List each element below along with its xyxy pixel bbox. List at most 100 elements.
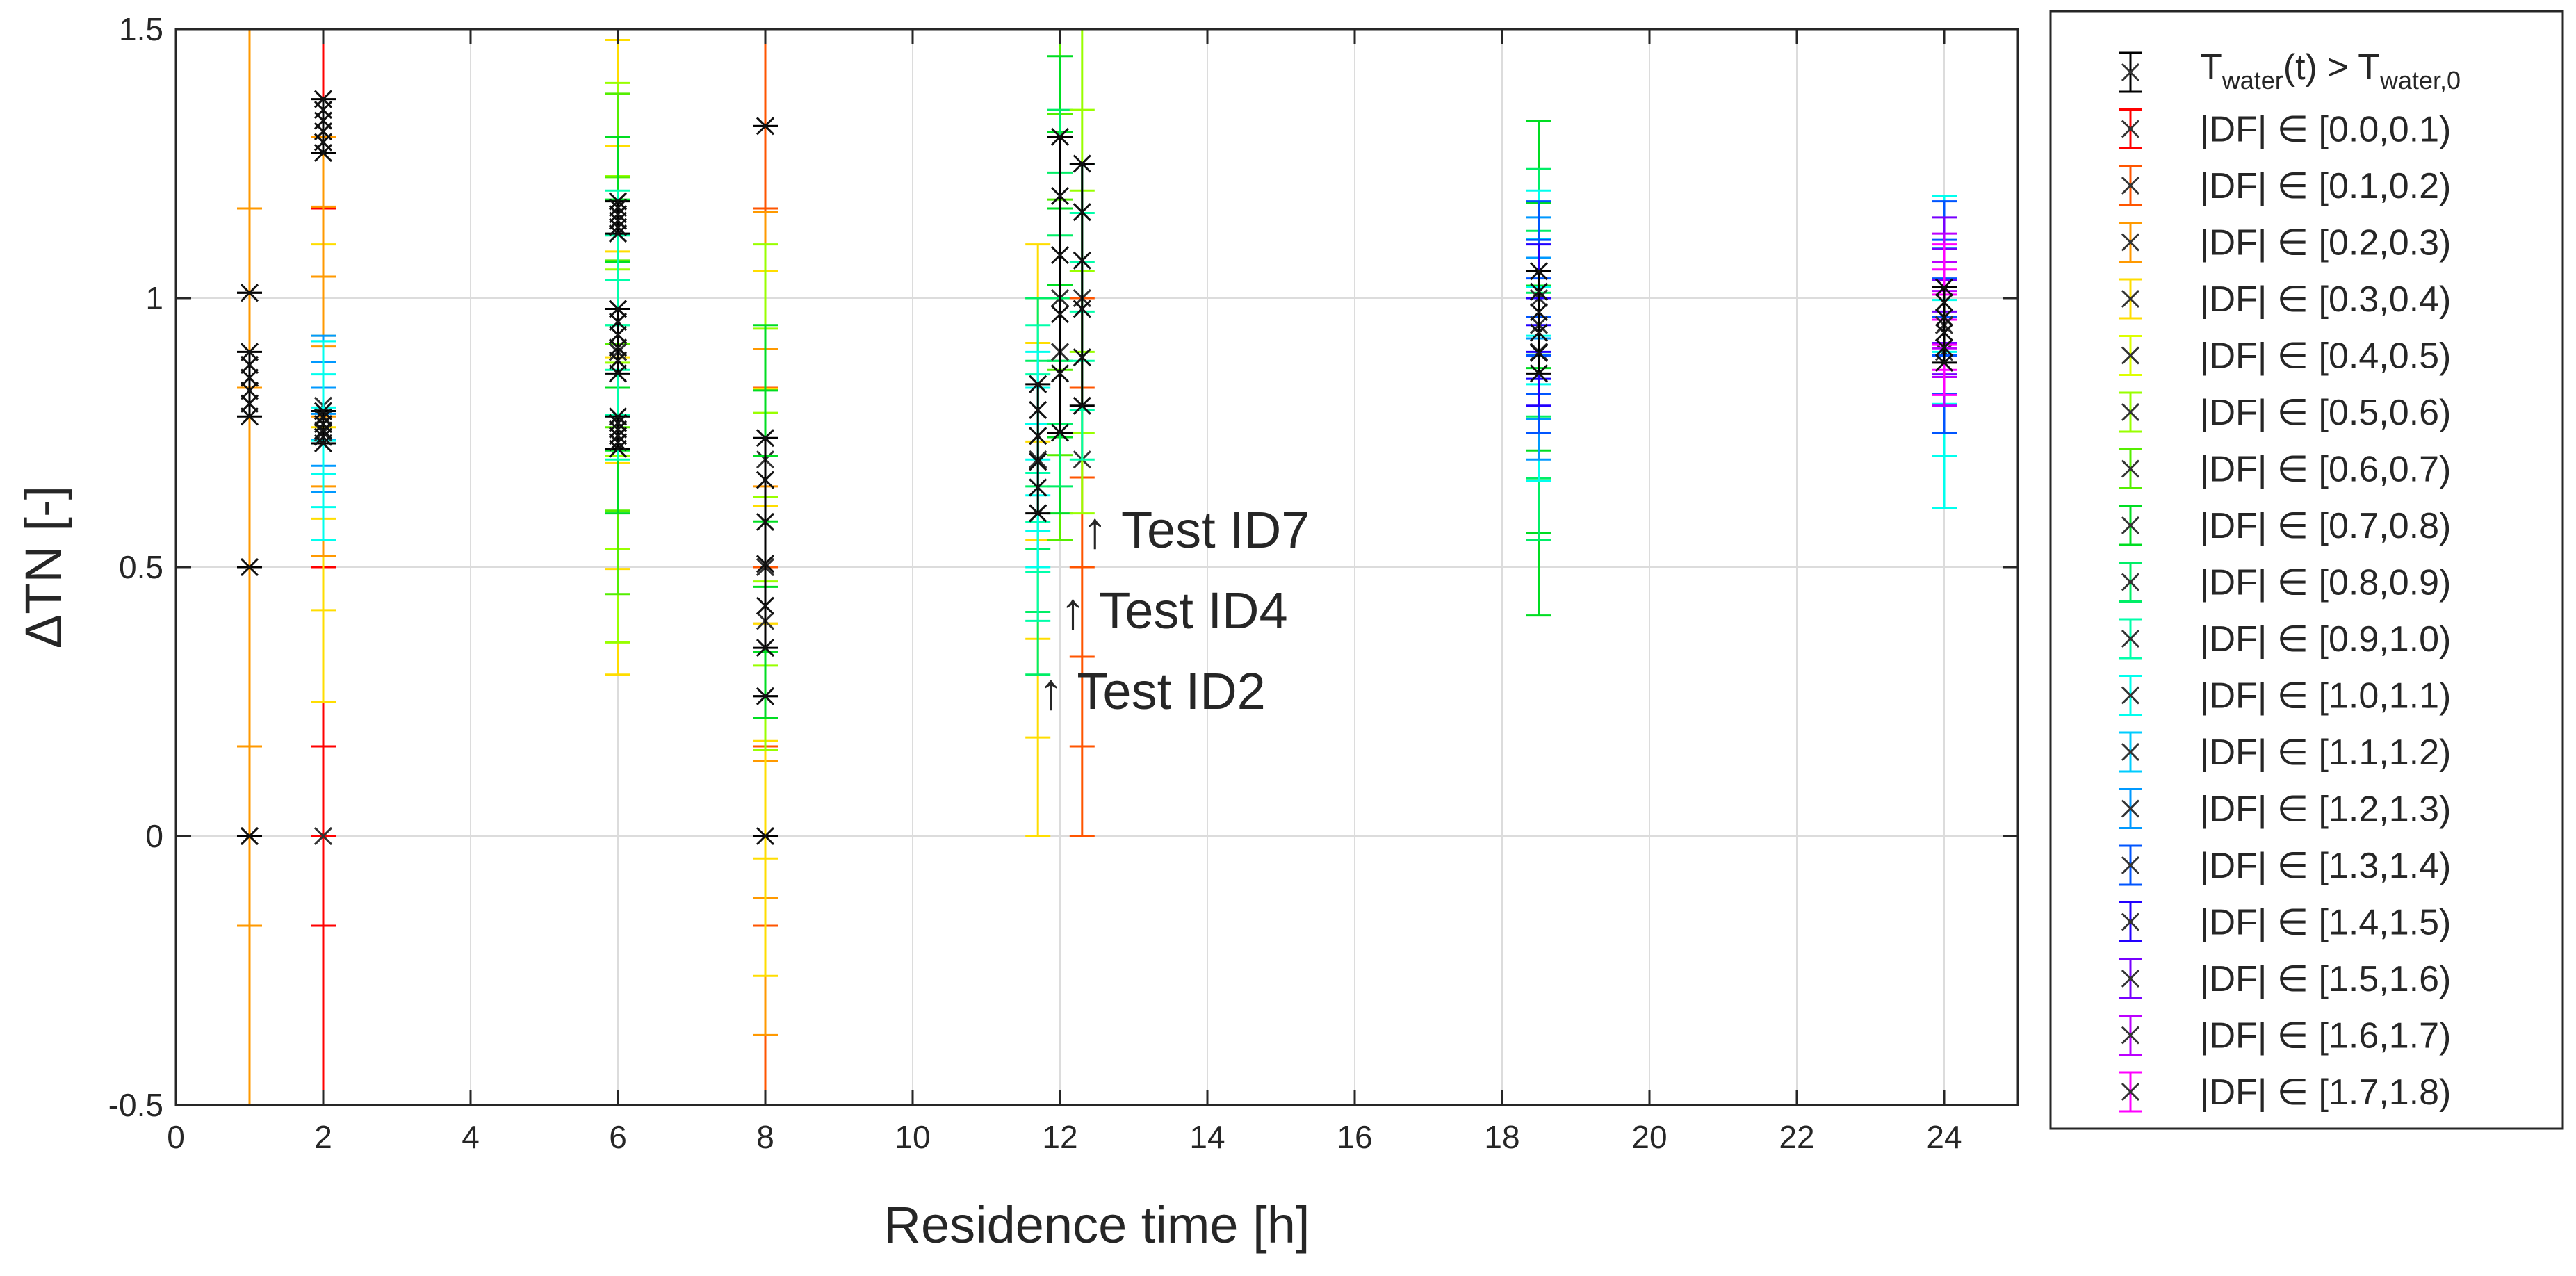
legend-label: |DF| ∈ [0.6,0.7) bbox=[2200, 450, 2451, 490]
legend-label: |DF| ∈ [1.2,1.3) bbox=[2200, 790, 2451, 830]
data-point-marker bbox=[240, 826, 259, 846]
legend-label: |DF| ∈ [1.1,1.2) bbox=[2200, 733, 2451, 773]
data-point-marker bbox=[313, 421, 333, 440]
data-point-marker bbox=[756, 555, 775, 573]
x-axis-label: Residence time [h] bbox=[884, 1196, 1310, 1254]
data-point-marker bbox=[313, 434, 333, 453]
data-point-marker bbox=[608, 325, 628, 344]
legend-entry: |DF| ∈ [0.4,0.5) bbox=[2119, 335, 2451, 377]
data-point-marker bbox=[608, 312, 628, 332]
data-point-marker bbox=[313, 402, 333, 420]
legend-header-text: (t) > T bbox=[2283, 47, 2380, 88]
data-point-marker bbox=[608, 414, 628, 432]
data-point-marker bbox=[1073, 251, 1091, 270]
data-point-marker bbox=[240, 343, 259, 361]
data-point-marker bbox=[313, 415, 333, 434]
legend-entry: |DF| ∈ [0.0,0.1) bbox=[2119, 108, 2451, 150]
y-axis-label: ΔTN [-] bbox=[15, 486, 72, 648]
legend-entry: |DF| ∈ [1.0,1.1) bbox=[2119, 675, 2451, 717]
legend-label: |DF| ∈ [0.8,0.9) bbox=[2200, 563, 2451, 603]
legend-label: |DF| ∈ [1.7,1.8) bbox=[2200, 1072, 2451, 1113]
data-point-marker bbox=[608, 420, 628, 439]
data-point-marker bbox=[240, 557, 259, 577]
data-point-marker bbox=[756, 117, 775, 136]
legend-swatch-marker bbox=[2121, 459, 2140, 478]
data-point-marker bbox=[1529, 323, 1549, 342]
data-series-group-black bbox=[605, 407, 630, 458]
data-point-marker bbox=[756, 596, 775, 615]
x-tick-label: 20 bbox=[1631, 1119, 1667, 1155]
data-series-group-black bbox=[237, 284, 262, 302]
plot-area bbox=[237, 29, 1957, 1105]
data-point-marker bbox=[1029, 504, 1047, 523]
data-point-marker bbox=[1934, 308, 1954, 327]
data-point-marker bbox=[608, 407, 628, 426]
data-point-marker bbox=[756, 512, 775, 532]
legend-label: |DF| ∈ [0.7,0.8) bbox=[2200, 506, 2451, 546]
legend-entry: |DF| ∈ [0.3,0.4) bbox=[2119, 278, 2451, 320]
data-point-marker bbox=[1529, 343, 1549, 363]
data-point-marker bbox=[1073, 154, 1091, 173]
legend-label: |DF| ∈ [1.4,1.5) bbox=[2200, 903, 2451, 943]
data-series-group-black bbox=[1526, 262, 1551, 383]
x-tick-label: 6 bbox=[609, 1119, 627, 1155]
data-point-marker bbox=[1029, 478, 1047, 497]
legend: Twater(t) > Twater,0 |DF| ∈ [0.0,0.1) |DF|… bbox=[2049, 10, 2564, 1130]
data-series-group-black bbox=[311, 90, 336, 163]
legend-label: |DF| ∈ [0.9,1.0) bbox=[2200, 619, 2451, 660]
legend-label: |DF| ∈ [0.4,0.5) bbox=[2200, 336, 2451, 377]
legend-entry-header: Twater(t) > Twater,0 bbox=[2119, 47, 2461, 95]
legend-label: |DF| ∈ [1.0,1.1) bbox=[2200, 676, 2451, 717]
x-tick-label: 8 bbox=[756, 1119, 774, 1155]
data-point-marker bbox=[1029, 400, 1047, 420]
data-series-group-black bbox=[237, 557, 262, 577]
data-series-group-black bbox=[237, 826, 262, 846]
x-tick-label: 18 bbox=[1484, 1119, 1519, 1155]
data-point-marker bbox=[1529, 303, 1549, 322]
annotation-text: ↑ Test ID4 bbox=[1060, 582, 1288, 639]
data-point-marker bbox=[1934, 353, 1954, 372]
legend-swatch-marker bbox=[2121, 233, 2140, 252]
legend-entry: |DF| ∈ [1.1,1.2) bbox=[2119, 731, 2451, 773]
data-point-marker bbox=[756, 687, 775, 705]
legend-label: |DF| ∈ [0.0,0.1) bbox=[2200, 110, 2451, 150]
y-tick-label: 1.5 bbox=[119, 11, 163, 47]
legend-swatch-marker bbox=[2121, 969, 2140, 988]
data-series-group-black bbox=[753, 687, 778, 705]
legend-label: |DF| ∈ [0.1,0.2) bbox=[2200, 166, 2451, 206]
legend-entry: |DF| ∈ [0.6,0.7) bbox=[2119, 448, 2451, 490]
data-point-marker bbox=[1529, 262, 1549, 281]
legend-label: |DF| ∈ [0.5,0.6) bbox=[2200, 393, 2451, 433]
data-point-marker bbox=[608, 439, 628, 458]
legend-swatch-marker bbox=[2121, 573, 2140, 591]
legend-swatch-marker bbox=[2121, 629, 2140, 648]
data-point-marker bbox=[608, 433, 628, 452]
data-point-marker bbox=[1073, 348, 1091, 367]
legend-entry: |DF| ∈ [0.2,0.3) bbox=[2119, 222, 2451, 263]
data-series-group-black bbox=[1025, 375, 1051, 523]
data-series bbox=[237, 29, 1957, 1105]
data-series-group-black bbox=[1047, 127, 1073, 442]
annotation-text: ↑ Test ID2 bbox=[1038, 662, 1266, 720]
data-point-marker bbox=[756, 471, 775, 489]
legend-entry: |DF| ∈ [0.5,0.6) bbox=[2119, 391, 2451, 433]
data-point-marker bbox=[1050, 127, 1070, 146]
data-point-marker bbox=[608, 218, 628, 236]
data-series-group-black bbox=[1932, 278, 1957, 372]
data-point-marker bbox=[313, 90, 333, 108]
legend-swatch-marker bbox=[2121, 913, 2140, 931]
data-point-marker bbox=[1934, 338, 1954, 357]
legend-entry: |DF| ∈ [1.4,1.5) bbox=[2119, 901, 2451, 943]
legend-swatch-marker bbox=[2121, 346, 2140, 365]
data-point-marker bbox=[1934, 293, 1954, 312]
legend-entry: |DF| ∈ [0.8,0.9) bbox=[2119, 562, 2451, 603]
data-point-marker bbox=[1934, 323, 1954, 342]
data-point-marker bbox=[608, 198, 628, 218]
data-point-marker bbox=[608, 338, 628, 357]
legend-label: |DF| ∈ [0.3,0.4) bbox=[2200, 279, 2451, 320]
data-series-group-black bbox=[753, 429, 778, 657]
data-point-marker bbox=[608, 205, 628, 224]
legend-header-label: Twater(t) > Twater,0 bbox=[2200, 47, 2461, 95]
data-point-marker bbox=[1050, 364, 1070, 383]
